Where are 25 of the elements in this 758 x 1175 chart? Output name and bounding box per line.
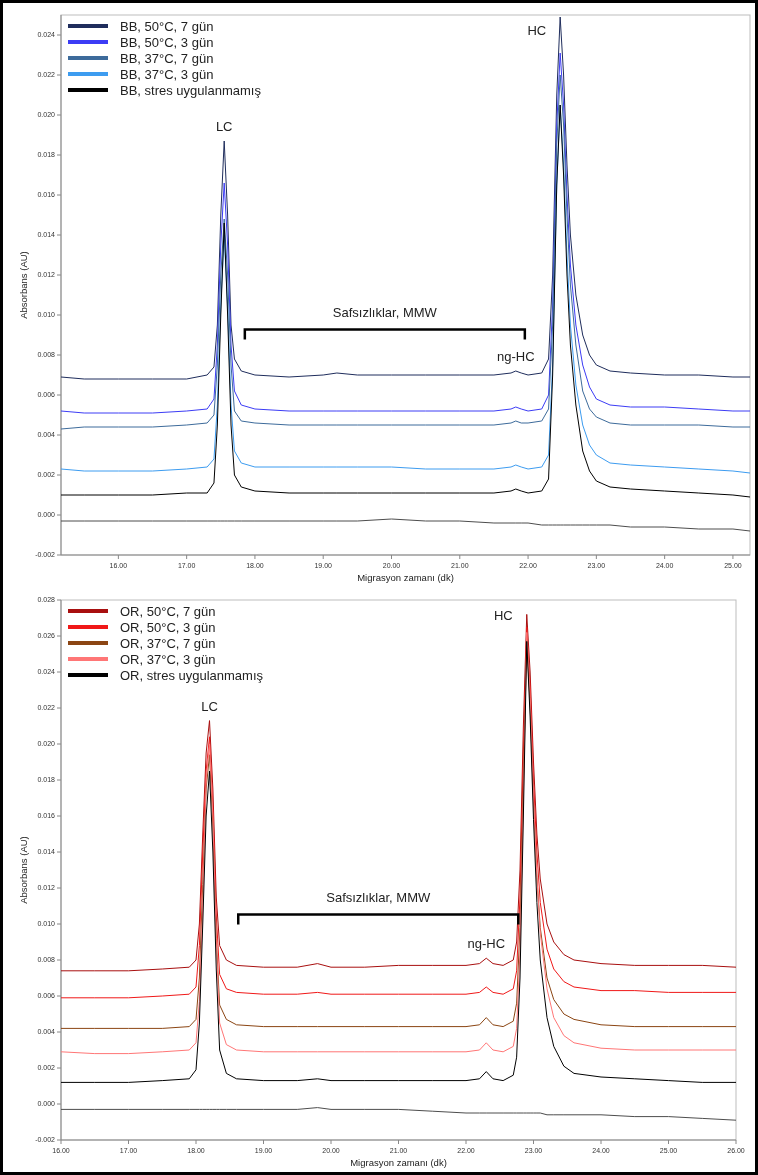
annotation: Safsızlıklar, MMW bbox=[332, 305, 438, 321]
legend-label: OR, 37°C, 7 gün bbox=[120, 635, 216, 651]
line-series bbox=[61, 1107, 736, 1121]
legend-label: BB, 37°C, 3 gün bbox=[120, 66, 214, 82]
legend-label: OR, stres uygulanmamış bbox=[120, 667, 264, 683]
x-axis-title: Migrasyon zamanı (dk) bbox=[350, 1157, 447, 1168]
annotation: HC bbox=[527, 23, 547, 38]
legend-label: BB, 37°C, 7 gün bbox=[120, 50, 214, 66]
annotation: ng-HC bbox=[496, 349, 535, 364]
annotation: LC bbox=[215, 119, 233, 134]
line-series bbox=[61, 518, 750, 532]
legend-label: BB, stres uygulanmamış bbox=[120, 82, 262, 98]
legend-label: OR, 50°C, 7 gün bbox=[120, 603, 216, 619]
line-series bbox=[61, 16, 750, 380]
x-axis-title: Migrasyon zamanı (dk) bbox=[357, 572, 454, 583]
annotation: ng-HC bbox=[467, 936, 506, 952]
y-axis-title: Absorbans (AU) bbox=[18, 836, 29, 904]
legend-label: OR, 50°C, 3 gün bbox=[120, 619, 216, 635]
legend-label: OR, 37°C, 3 gün bbox=[120, 651, 216, 667]
legend-label: BB, 50°C, 7 gün bbox=[120, 18, 214, 34]
annotation: LC bbox=[201, 698, 218, 714]
legend-label: BB, 50°C, 3 gün bbox=[120, 34, 214, 50]
annotation: Safsızlıklar, MMW bbox=[326, 890, 431, 906]
y-axis-title: Absorbans (AU) bbox=[18, 251, 29, 319]
annotation: HC bbox=[493, 608, 513, 623]
